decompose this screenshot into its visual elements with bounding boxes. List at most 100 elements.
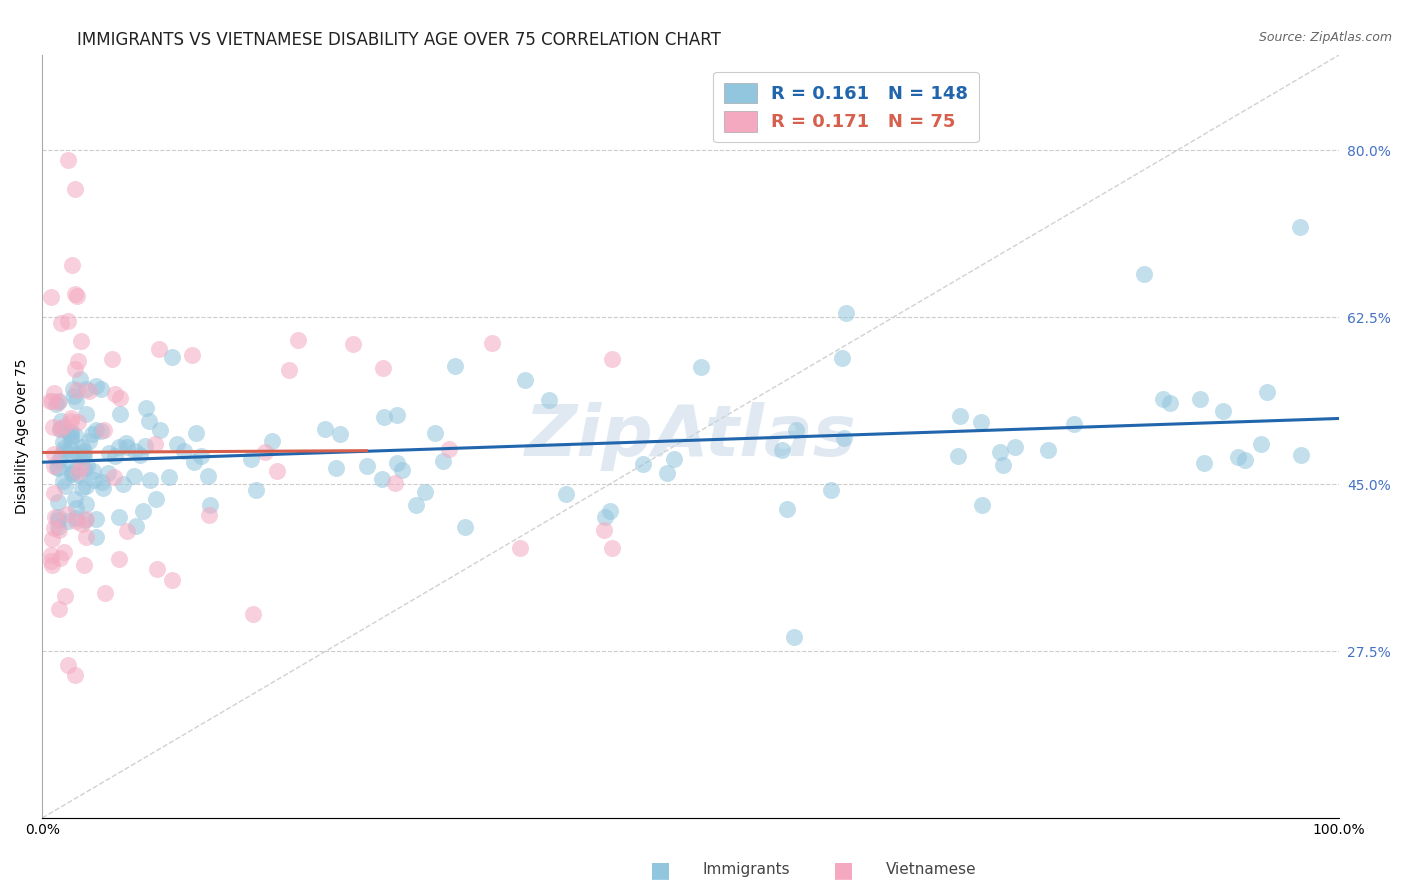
Point <box>166 436 188 450</box>
Point <box>138 414 160 428</box>
Point <box>115 436 138 450</box>
Point <box>770 443 793 458</box>
Point <box>129 448 152 462</box>
Point <box>260 434 283 449</box>
Point <box>180 348 202 362</box>
Point <box>56 514 79 528</box>
Point <box>90 382 112 396</box>
Point <box>53 589 76 603</box>
Point <box>537 392 560 407</box>
Point <box>53 419 76 434</box>
Point <box>148 343 170 357</box>
Point <box>48 460 70 475</box>
Point <box>46 395 69 409</box>
Point <box>63 181 86 195</box>
Point <box>103 470 125 484</box>
Point <box>1233 453 1256 467</box>
Point <box>93 423 115 437</box>
Point <box>115 524 138 539</box>
Point <box>832 431 855 445</box>
Point <box>132 504 155 518</box>
Point <box>385 457 408 471</box>
Point <box>662 452 685 467</box>
Point <box>97 466 120 480</box>
Point <box>46 495 69 509</box>
Point <box>1036 442 1059 457</box>
Point <box>776 502 799 516</box>
Point <box>84 379 107 393</box>
Text: ■: ■ <box>651 860 671 880</box>
Point <box>1289 219 1312 234</box>
Point <box>60 467 83 481</box>
Point <box>70 441 93 455</box>
Text: Source: ZipAtlas.com: Source: ZipAtlas.com <box>1258 31 1392 45</box>
Point <box>437 442 460 456</box>
Point <box>111 477 134 491</box>
Point <box>41 393 63 408</box>
Point <box>101 352 124 367</box>
Point <box>51 316 73 330</box>
Point <box>117 440 139 454</box>
Point <box>42 521 65 535</box>
Point <box>73 558 96 572</box>
Point <box>48 393 70 408</box>
Point <box>67 465 90 479</box>
Point <box>820 483 842 498</box>
Point <box>77 384 100 398</box>
Point <box>160 350 183 364</box>
Point <box>52 475 75 489</box>
Point <box>70 334 93 349</box>
Point <box>657 466 679 480</box>
Point <box>59 425 82 439</box>
Point <box>555 487 578 501</box>
Point <box>387 408 409 422</box>
Point <box>145 437 167 451</box>
Point <box>67 446 90 460</box>
Point <box>1227 450 1250 464</box>
Point <box>134 439 156 453</box>
Point <box>60 414 83 428</box>
Point <box>62 464 84 478</box>
Point <box>104 387 127 401</box>
Point <box>70 459 93 474</box>
Legend: R = 0.161   N = 148, R = 0.171   N = 75: R = 0.161 N = 148, R = 0.171 N = 75 <box>713 71 979 143</box>
Point <box>373 360 395 375</box>
Point <box>75 512 97 526</box>
Point <box>84 530 107 544</box>
Point <box>1133 268 1156 282</box>
Point <box>76 479 98 493</box>
Point <box>90 424 112 438</box>
Point <box>592 523 614 537</box>
Point <box>314 422 336 436</box>
Point <box>1250 437 1272 451</box>
Point <box>948 449 970 463</box>
Point <box>139 473 162 487</box>
Point <box>48 602 70 616</box>
Point <box>1212 403 1234 417</box>
Point <box>124 443 146 458</box>
Point <box>831 351 853 366</box>
Point <box>76 459 98 474</box>
Point <box>80 426 103 441</box>
Point <box>1159 396 1181 410</box>
Point <box>342 337 364 351</box>
Point <box>124 468 146 483</box>
Point <box>66 448 89 462</box>
Point <box>443 359 465 373</box>
Point <box>48 524 70 538</box>
Point <box>405 498 427 512</box>
Point <box>44 510 66 524</box>
Point <box>63 389 86 403</box>
Point <box>75 497 97 511</box>
Point <box>60 466 83 480</box>
Point <box>198 498 221 512</box>
Point <box>245 483 267 497</box>
Point <box>91 475 114 490</box>
Text: ■: ■ <box>834 860 853 880</box>
Point <box>287 333 309 347</box>
Point <box>65 501 87 516</box>
Point <box>52 442 75 456</box>
Point <box>197 468 219 483</box>
Point <box>67 415 90 429</box>
Point <box>44 486 66 500</box>
